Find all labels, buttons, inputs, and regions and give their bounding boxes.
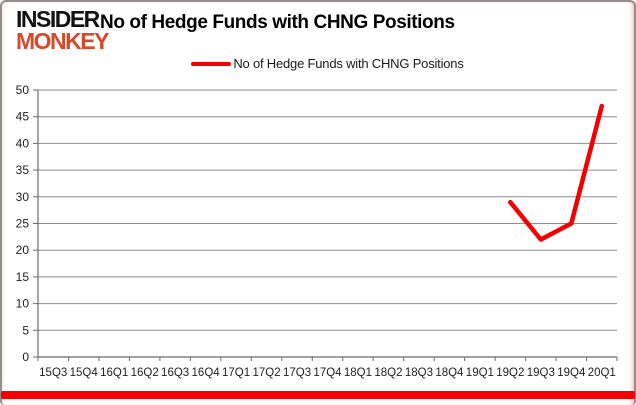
- y-tick-label: 15: [16, 270, 30, 284]
- legend: No of Hedge Funds with CHNG Positions: [38, 56, 617, 71]
- y-tick-label: 40: [16, 136, 30, 150]
- x-tick-label: 16Q2: [131, 367, 159, 379]
- y-tick-label: 0: [22, 350, 29, 364]
- y-tick-label: 20: [16, 243, 30, 257]
- legend-line-marker-icon: [191, 61, 232, 66]
- logo-text-monkey: MONKEY: [16, 28, 109, 55]
- y-tick-label: 10: [16, 297, 30, 311]
- x-tick-label: 16Q3: [161, 367, 189, 379]
- y-tick-label: 25: [16, 217, 30, 231]
- x-tick-label: 15Q3: [39, 367, 67, 379]
- x-tick-label: 19Q2: [496, 367, 524, 379]
- x-tick-label: 19Q4: [557, 367, 586, 379]
- logo-text-insider: INSIDER: [16, 6, 100, 32]
- y-tick-label: 35: [16, 163, 30, 177]
- x-tick-label: 17Q2: [252, 367, 280, 379]
- y-tick-label: 45: [16, 110, 30, 124]
- x-tick-label: 18Q4: [435, 367, 464, 379]
- data-line: [508, 103, 605, 242]
- legend-label: No of Hedge Funds with CHNG Positions: [233, 56, 464, 71]
- y-tick-label: 5: [22, 323, 29, 337]
- insider-monkey-logo: INSIDER MONKEY: [16, 6, 109, 55]
- x-tick-label: 18Q3: [405, 367, 433, 379]
- bottom-accent-bar: [1, 391, 635, 399]
- chart-title: No of Hedge Funds with CHNG Positions: [100, 12, 455, 33]
- x-tick-label: 17Q3: [283, 367, 311, 379]
- y-tick-label: 30: [16, 190, 30, 204]
- x-tick-label: 16Q4: [192, 367, 221, 379]
- y-tick-label: 50: [16, 83, 30, 97]
- x-tick-label: 15Q4: [70, 367, 99, 379]
- x-tick-label: 17Q4: [313, 367, 342, 379]
- x-tick-label: 19Q1: [466, 367, 494, 379]
- x-tick-label: 18Q2: [374, 367, 402, 379]
- x-tick-label: 18Q1: [344, 367, 372, 379]
- x-tick-label: 20Q1: [588, 367, 616, 379]
- x-tick-label: 19Q3: [527, 367, 555, 379]
- x-tick-label: 16Q1: [100, 367, 128, 379]
- x-tick-label: 17Q1: [222, 367, 250, 379]
